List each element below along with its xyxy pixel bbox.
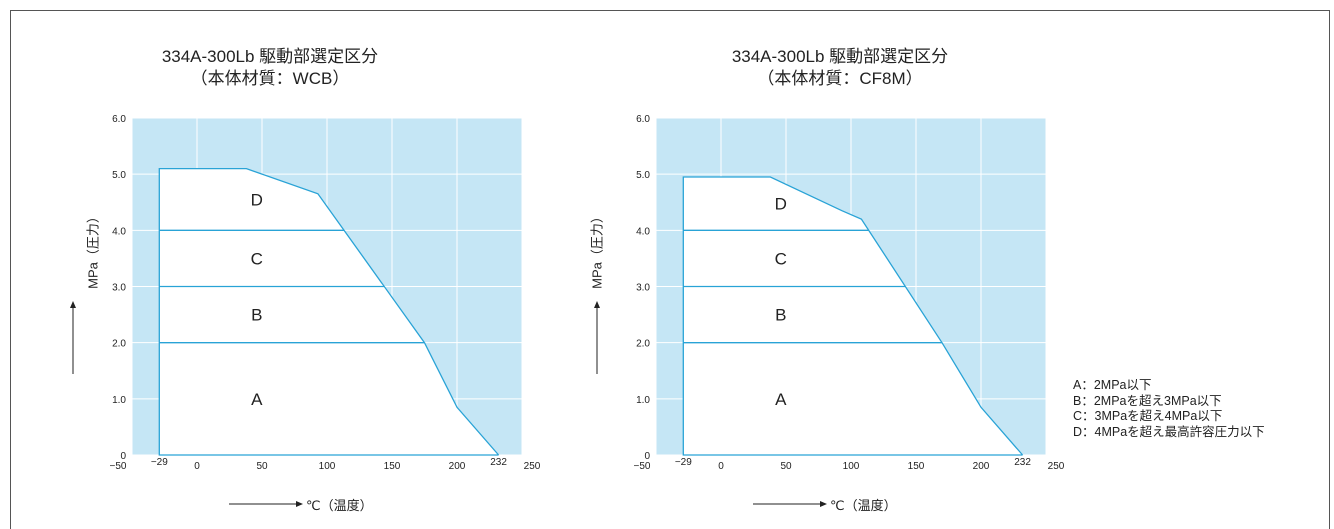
- x-tick-label: 0: [718, 461, 724, 472]
- chart2-y-axis-label: MPa（圧力）: [589, 210, 605, 289]
- y-tick-label: 4.0: [636, 226, 650, 237]
- chart2-y-arrow: [594, 301, 600, 374]
- x-tick-label: 50: [256, 461, 268, 472]
- y-tick-label: 5.0: [636, 170, 650, 181]
- chart1-x-arrow: [229, 501, 303, 507]
- chart2-title-line1: 334A-300Lb 駆動部選定区分: [731, 47, 949, 66]
- chart2-title: 334A-300Lb 駆動部選定区分 （本体材質：CF8M）: [700, 46, 980, 90]
- chart1-title: 334A-300Lb 駆動部選定区分 （本体材質：WCB）: [130, 46, 410, 90]
- zone-label-a: A: [775, 390, 787, 409]
- x-tick-label: 232: [1014, 457, 1031, 468]
- y-tick-label: 4.0: [112, 226, 126, 237]
- x-tick-label: −29: [151, 457, 168, 468]
- x-tick-label: 250: [1048, 461, 1064, 472]
- y-tick-label: 3.0: [112, 283, 126, 294]
- x-tick-label: 250: [524, 461, 540, 472]
- x-tick-label: −50: [634, 461, 651, 472]
- boundary-line: [682, 176, 1024, 456]
- y-tick-label: 3.0: [636, 283, 650, 294]
- legend-item-d: D：4MPaを超え最高許容圧力以下: [1073, 424, 1265, 439]
- y-tick-label: 2.0: [636, 339, 650, 350]
- y-tick-label: 0: [120, 451, 126, 462]
- boundary-line: [158, 167, 500, 456]
- x-tick-label: 200: [973, 461, 990, 472]
- chart1-plot: A B C D 0 1.0 2.0 3.0 4.0 5.0 6.0 −50 −29 0 50 100 150 20…: [110, 114, 540, 472]
- chart1-title-line2: （本体材質：WCB）: [190, 69, 350, 88]
- x-tick-label: 50: [780, 461, 792, 472]
- zone-label-a: A: [251, 390, 263, 409]
- x-tick-label: 150: [384, 461, 401, 472]
- zone-label-b: B: [775, 306, 786, 325]
- y-tick-label: 6.0: [636, 114, 650, 125]
- chart1-x-axis-label: ℃（温度）: [306, 498, 373, 513]
- legend-item-a: A：2MPa以下: [1073, 378, 1152, 392]
- figure-frame: [10, 10, 1330, 529]
- y-tick-label: 5.0: [112, 170, 126, 181]
- x-tick-label: 200: [449, 461, 466, 472]
- chart2-plot: A B C D 0 1.0 2.0 3.0 4.0 5.0 6.0 −50 −29 0 50 100 150 20…: [634, 114, 1064, 472]
- x-tick-label: 100: [319, 461, 336, 472]
- legend-item-c: C：3MPaを超え4MPa以下: [1073, 409, 1223, 423]
- legend-item-b: B：2MPaを超え3MPa以下: [1073, 393, 1222, 408]
- y-tick-label: 0: [644, 451, 650, 462]
- x-tick-label: −50: [110, 461, 127, 472]
- y-tick-label: 6.0: [112, 114, 126, 125]
- zone-label-d: D: [775, 195, 787, 214]
- y-tick-label: 1.0: [636, 395, 650, 406]
- chart2-x-axis-label: ℃（温度）: [830, 498, 897, 513]
- x-tick-label: 232: [490, 457, 507, 468]
- chart1-title-line1: 334A-300Lb 駆動部選定区分: [161, 47, 379, 66]
- x-tick-label: 0: [194, 461, 200, 472]
- x-tick-label: 100: [843, 461, 860, 472]
- zone-label-c: C: [775, 249, 787, 268]
- allowable-region: [159, 168, 499, 455]
- chart2-x-arrow: [753, 501, 827, 507]
- x-tick-label: 150: [908, 461, 925, 472]
- x-tick-label: −29: [675, 457, 692, 468]
- allowable-region: [683, 177, 1023, 455]
- chart2-title-line2: （本体材質：CF8M）: [757, 69, 923, 88]
- zone-label-c: C: [251, 249, 263, 268]
- chart1-y-arrow: [70, 301, 76, 374]
- y-tick-label: 1.0: [112, 395, 126, 406]
- zone-legend: A：2MPa以下 B：2MPaを超え3MPa以下 C：3MPaを超え4MPa以下…: [1073, 378, 1265, 440]
- zone-label-d: D: [251, 190, 263, 209]
- y-tick-label: 2.0: [112, 339, 126, 350]
- zone-label-b: B: [251, 306, 262, 325]
